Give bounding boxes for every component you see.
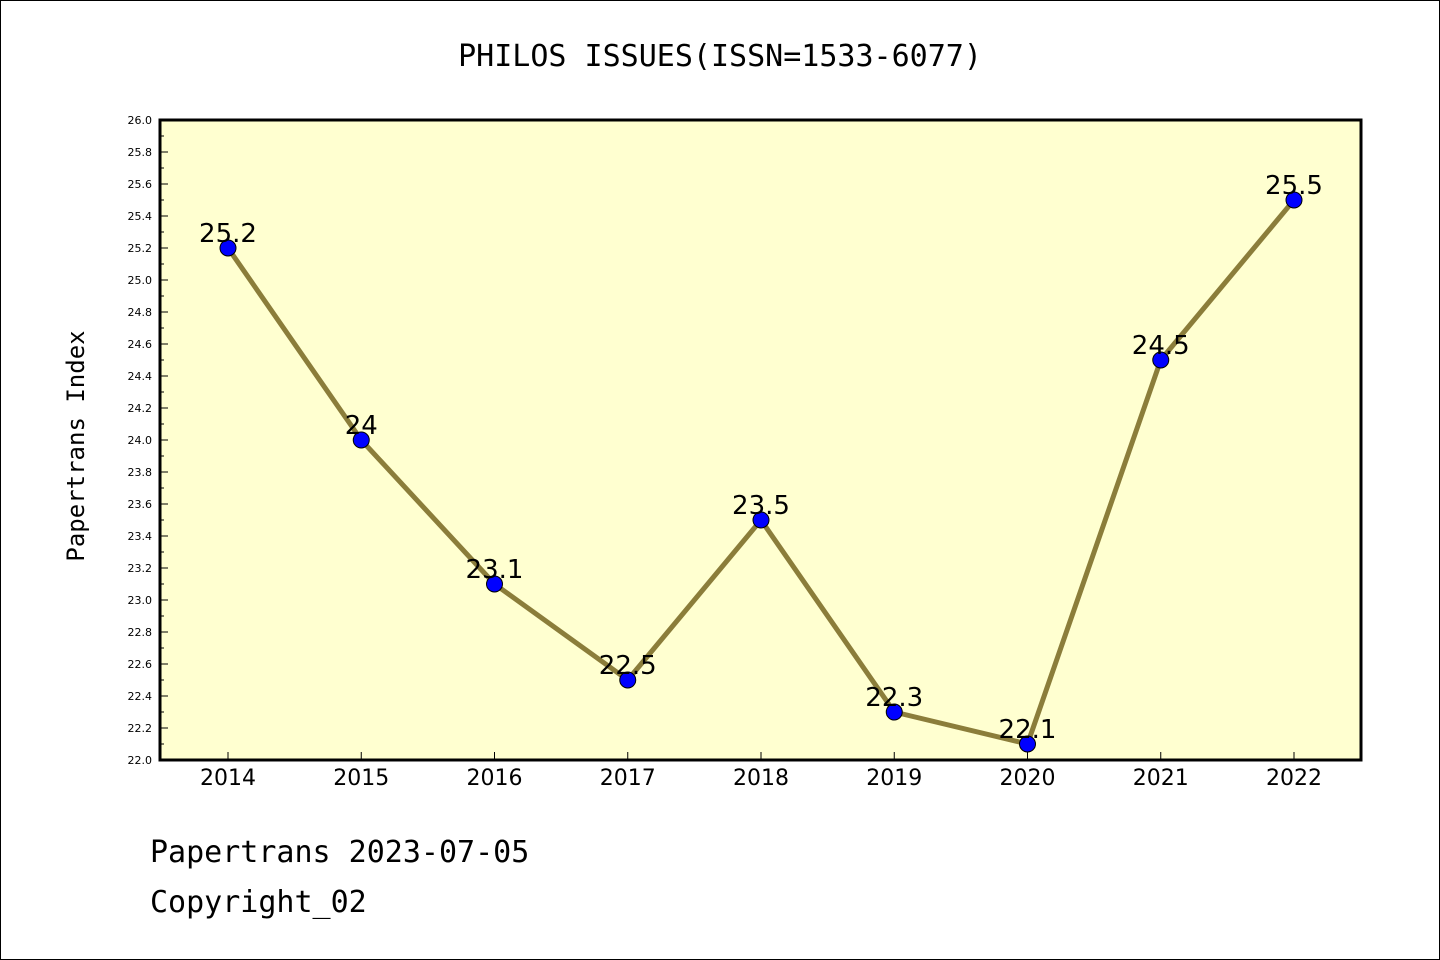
y-tick-label: 25.2	[128, 242, 153, 255]
x-tick-label: 2014	[200, 766, 256, 791]
chart-title: PHILOS ISSUES(ISSN=1533-6077)	[458, 39, 982, 74]
x-tick-label: 2020	[1000, 766, 1056, 791]
data-labels: 25.2 24 23.1 22.5 23.5 22.3 22.1 24.5 25.5	[199, 171, 1323, 745]
y-tick-label: 23.2	[128, 562, 153, 575]
y-tick-label: 22.2	[128, 722, 153, 735]
footer-date: Papertrans 2023-07-05	[150, 835, 530, 870]
y-tick-label: 26.0	[128, 114, 153, 127]
x-tick-label: 2017	[600, 766, 656, 791]
x-tick-label: 2015	[333, 766, 389, 791]
y-tick-label: 24.6	[128, 338, 153, 351]
x-axis-ticks: 2014 2015 2016 2017 2018 2019 2020 2021 2022	[200, 752, 1322, 791]
x-tick-label: 2021	[1133, 766, 1189, 791]
y-tick-label: 23.4	[128, 530, 153, 543]
data-point	[885, 703, 903, 721]
data-label: 22.3	[865, 683, 923, 713]
plot-border	[158, 118, 1363, 762]
y-tick-label: 23.6	[128, 498, 153, 511]
y-tick-label: 22.0	[128, 754, 153, 767]
data-label: 24	[345, 411, 378, 441]
y-tick-label: 24.2	[128, 402, 153, 415]
y-tick-label: 22.6	[128, 658, 153, 671]
data-point	[219, 239, 237, 257]
data-label: 23.1	[466, 555, 524, 585]
data-point	[1285, 191, 1303, 209]
data-point	[486, 575, 503, 593]
footer-copyright: Copyright_02	[150, 885, 367, 920]
data-label: 22.5	[599, 651, 657, 681]
data-point	[619, 671, 637, 689]
data-point	[352, 431, 370, 449]
y-tick-label: 24.0	[128, 434, 153, 447]
plot-area	[160, 120, 1361, 760]
data-point	[1152, 351, 1170, 369]
x-tick-label: 2016	[467, 766, 523, 791]
y-tick-label: 25.4	[128, 210, 153, 223]
y-tick-label: 23.8	[128, 466, 153, 479]
y-tick-label: 25.6	[128, 178, 153, 191]
data-label: 22.1	[999, 715, 1057, 745]
series-group	[219, 191, 1303, 753]
y-axis-label: Papertrans Index	[62, 330, 90, 561]
data-label: 25.2	[199, 219, 257, 249]
y-tick-label: 25.8	[128, 146, 153, 159]
y-tick-label: 25.0	[128, 274, 153, 287]
data-label: 25.5	[1265, 171, 1323, 201]
data-point	[1019, 735, 1036, 753]
data-point	[752, 511, 770, 529]
data-label: 23.5	[732, 491, 790, 521]
x-tick-label: 2019	[866, 766, 922, 791]
y-tick-label: 22.4	[128, 690, 153, 703]
y-tick-label: 23.0	[128, 594, 153, 607]
y-tick-label: 24.4	[128, 370, 153, 383]
y-tick-label: 24.8	[128, 306, 153, 319]
y-tick-label: 22.8	[128, 626, 153, 639]
x-tick-label: 2018	[733, 766, 789, 791]
x-tick-label: 2022	[1266, 766, 1322, 791]
data-label: 24.5	[1132, 331, 1190, 361]
